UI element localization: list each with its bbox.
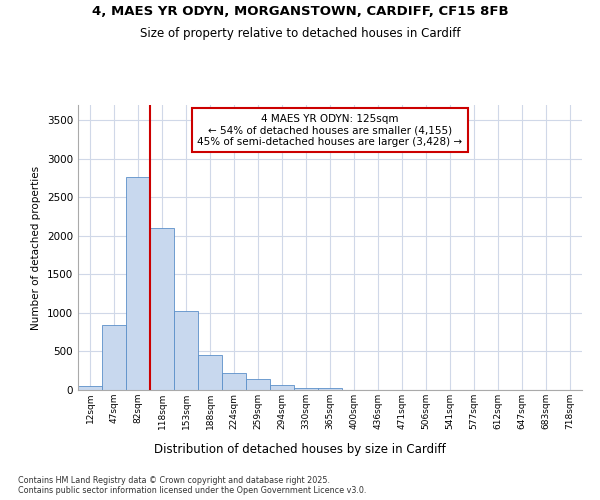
Bar (198, 354, 222, 390)
Bar (318, 388, 342, 390)
Text: Distribution of detached houses by size in Cardiff: Distribution of detached houses by size … (154, 442, 446, 456)
Bar (78, 386, 102, 390)
Text: Size of property relative to detached houses in Cardiff: Size of property relative to detached ho… (140, 28, 460, 40)
Text: Contains HM Land Registry data © Crown copyright and database right 2025.
Contai: Contains HM Land Registry data © Crown c… (18, 476, 367, 495)
Text: 4, MAES YR ODYN, MORGANSTOWN, CARDIFF, CF15 8FB: 4, MAES YR ODYN, MORGANSTOWN, CARDIFF, C… (92, 5, 508, 18)
Bar (294, 388, 318, 390)
Bar (102, 324, 126, 390)
Y-axis label: Number of detached properties: Number of detached properties (31, 166, 41, 330)
Bar (174, 310, 198, 390)
Bar (222, 373, 246, 390)
Bar (270, 385, 294, 390)
Bar (126, 176, 150, 390)
Bar (246, 379, 270, 390)
Bar (150, 228, 174, 390)
Text: 4 MAES YR ODYN: 125sqm
← 54% of detached houses are smaller (4,155)
45% of semi-: 4 MAES YR ODYN: 125sqm ← 54% of detached… (197, 114, 463, 147)
